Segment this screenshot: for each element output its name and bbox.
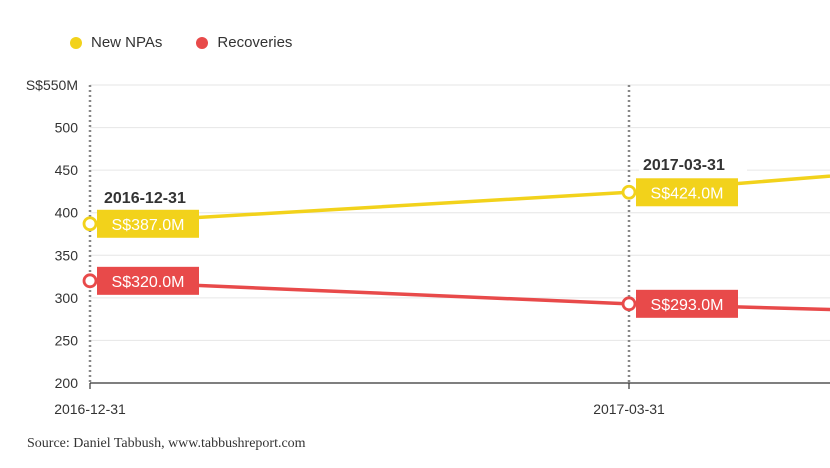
y-tick-label: 450 [55,162,79,178]
data-label-bg [636,289,738,318]
data-label: S$293.0M [651,297,724,314]
data-label-bg [97,266,199,295]
y-tick-label: 400 [55,205,79,221]
data-point [82,273,98,289]
data-label: S$424.0M [651,185,724,202]
legend-item-new-npas[interactable]: New NPAs [70,34,162,51]
legend-label: Recoveries [217,34,293,51]
data-point [621,184,637,200]
legend-dot-icon [70,36,82,49]
data-label: S$387.0M [112,217,185,234]
y-tick-label: 250 [55,332,79,348]
y-tick-label: 200 [55,375,79,391]
line-chart: 200 250 300 350 400 450 500 S$550M 2016-12-31 201… [26,77,830,417]
annotation-bg [639,153,747,175]
data-label-bg [97,209,199,238]
y-tick-label: S$550M [26,77,78,93]
data-label-bg [636,178,738,207]
y-tick-label: 350 [55,247,79,263]
date-annotation: 2016-12-31 [104,190,186,207]
legend-item-recoveries[interactable]: Recoveries [196,34,292,51]
data-point [82,216,98,232]
date-annotation: 2017-03-31 [643,157,725,174]
x-tick-label: 2017-03-31 [593,401,665,417]
annotation-bg [100,186,208,208]
y-tick-label: 300 [55,290,79,306]
data-point [621,296,637,312]
source-note: Source: Daniel Tabbush, www.tabbushrepor… [27,436,306,451]
chart-legend: New NPAs Recoveries [70,34,292,51]
data-label: S$320.0M [112,274,185,291]
legend-label: New NPAs [91,34,163,51]
legend-dot-icon [196,36,209,49]
x-tick-label: 2016-12-31 [54,401,126,417]
y-tick-label: 500 [55,120,79,136]
